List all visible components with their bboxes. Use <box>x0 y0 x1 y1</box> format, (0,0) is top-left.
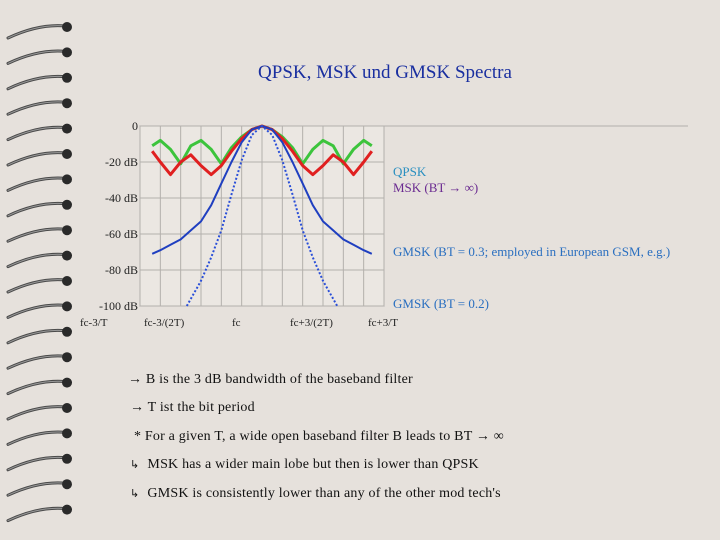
binding-ring <box>6 428 72 446</box>
series-label: GMSK (BT = 0.2) <box>393 296 489 311</box>
binding-ring <box>6 225 72 243</box>
x-tick-label: fc+3/T <box>368 317 398 329</box>
series-label: MSK (BT → ∞) <box>393 180 478 195</box>
note-gmsk: ↳ GMSK is consistently lower than any of … <box>130 486 501 502</box>
y-tick-label: 0 <box>132 119 138 133</box>
y-tick-label: -20 dB <box>105 155 138 169</box>
binding-ring <box>6 22 72 40</box>
y-tick-label: -80 dB <box>105 263 138 277</box>
spiral-binding <box>6 22 72 523</box>
binding-ring <box>6 326 72 345</box>
binding-ring <box>6 199 72 218</box>
y-tick-label: -60 dB <box>105 227 138 241</box>
y-tick-label: -100 dB <box>99 299 138 313</box>
note-bandwidth: → B is the 3 dB bandwidth of the baseban… <box>128 372 413 387</box>
series-label: GMSK (BT = 0.3; employed in European GSM… <box>393 244 670 259</box>
binding-ring <box>6 504 72 523</box>
series-label: QPSK <box>393 164 427 179</box>
x-tick-label: fc+3/(2T) <box>290 317 333 329</box>
binding-ring <box>6 72 72 91</box>
binding-ring <box>6 250 72 269</box>
slide-title: QPSK, MSK und GMSK Spectra <box>258 62 512 83</box>
binding-ring <box>6 352 72 370</box>
binding-ring <box>6 47 72 65</box>
note-wide-filter: * For a given T, a wide open baseband fi… <box>134 429 504 444</box>
binding-ring <box>6 98 72 116</box>
y-tick-label: -40 dB <box>105 191 138 205</box>
binding-ring <box>6 453 72 472</box>
x-tick-label: fc-3/T <box>80 317 108 329</box>
note-bit-period: → T ist the bit period <box>130 400 255 415</box>
x-tick-label: fc <box>232 317 241 329</box>
series-line <box>185 125 339 307</box>
binding-ring <box>6 403 72 421</box>
binding-ring <box>6 123 72 142</box>
x-tick-label: fc-3/(2T) <box>144 317 185 329</box>
binding-ring <box>6 377 72 396</box>
note-gmsk-text: GMSK is consistently lower than any of t… <box>147 486 501 501</box>
note-msk: ↳ MSK has a wider main lobe but then is l… <box>130 457 479 473</box>
binding-ring <box>6 479 72 497</box>
binding-ring <box>6 174 72 192</box>
note-msk-text: MSK has a wider main lobe but then is lo… <box>147 457 479 472</box>
arrow-bullet-icon: ↳ <box>130 488 140 500</box>
binding-ring <box>6 149 72 167</box>
arrow-bullet-icon: ↳ <box>130 459 140 471</box>
binding-ring <box>6 276 72 294</box>
binding-ring <box>6 301 72 319</box>
